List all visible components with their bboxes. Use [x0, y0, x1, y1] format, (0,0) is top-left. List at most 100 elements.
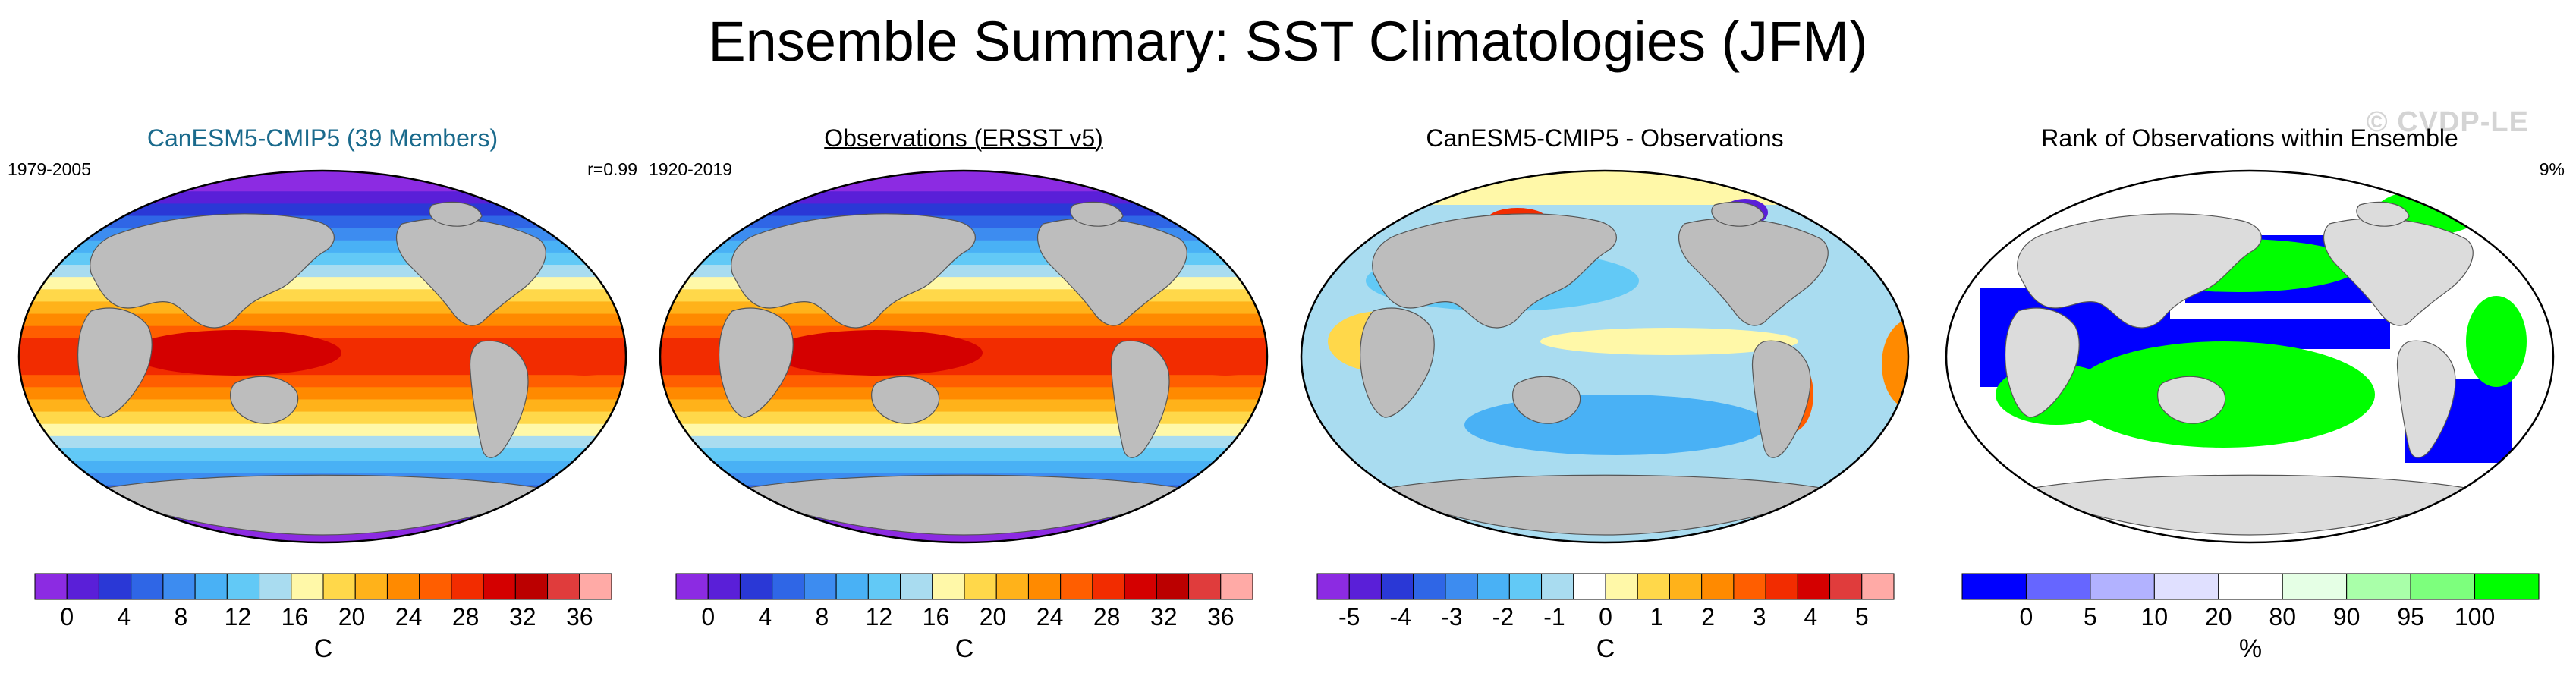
high-rank-region [2466, 296, 2527, 387]
colorbar-swatch [1316, 573, 1350, 600]
warm-bias [1540, 328, 1798, 355]
colorbar-swatch [1637, 573, 1670, 600]
colorbar-tick-label: 32 [1150, 603, 1178, 630]
period-label: 1920-2019 [649, 159, 732, 179]
land-mass [2323, 218, 2474, 326]
colorbar-tick-label: 80 [2269, 603, 2296, 630]
colorbar-tick-label: 0 [1599, 603, 1612, 630]
sst-band [660, 191, 1267, 205]
main-title: Ensemble Summary: SST Climatologies (JFM… [708, 10, 1868, 73]
sst-band [660, 448, 1267, 462]
land-mass [2157, 376, 2226, 424]
colorbar-swatch [835, 573, 869, 600]
colorbar-tick-label: -2 [1492, 603, 1514, 630]
panel-title: Observations (ERSST v5) [824, 124, 1103, 152]
colorbar-swatch [1220, 573, 1253, 600]
colorbar-swatch [514, 573, 549, 600]
colorbar-tick-label: 3 [1753, 603, 1766, 630]
warm-pool [129, 330, 341, 376]
sst-band [660, 435, 1267, 449]
warm-pool [539, 338, 626, 376]
sst-band [19, 203, 626, 217]
sst-band [660, 411, 1267, 425]
colorbar-tick-label: 4 [758, 603, 772, 630]
map-outline [17, 169, 627, 544]
colorbar-swatch [2410, 573, 2476, 600]
colorbar-tick-label: 8 [815, 603, 829, 630]
colorbar-swatch [1605, 573, 1638, 600]
panel-title: Rank of Observations within Ensemble [2041, 124, 2458, 152]
colorbar-tick-label: 90 [2333, 603, 2361, 630]
sst-band [660, 171, 1267, 181]
land-mass [1678, 218, 1829, 326]
sst-band [19, 191, 626, 205]
land-mass [1110, 340, 1170, 458]
colorbar-tick-label: 36 [566, 603, 593, 630]
colorbar-swatch [707, 573, 741, 600]
colorbar-swatch [772, 573, 805, 600]
colorbar-swatch [354, 573, 388, 600]
colorbar-swatch [964, 573, 997, 600]
colorbar-swatch [1477, 573, 1510, 600]
map-outline [1945, 169, 2555, 544]
sst-band [660, 203, 1267, 217]
colorbar-tick-label: 12 [225, 603, 252, 630]
colorbar-swatch [1733, 573, 1766, 600]
colorbar-swatch [2153, 573, 2219, 600]
difference-map [1290, 167, 1920, 546]
colorbar-tick-label: 20 [980, 603, 1007, 630]
sst-map [8, 167, 637, 546]
colorbar-swatch [1797, 573, 1831, 600]
land-mass [90, 213, 335, 329]
colorbar-swatch [1861, 573, 1895, 600]
colorbar-swatch [66, 573, 99, 600]
colorbar-swatch [1156, 573, 1190, 600]
warm-bias [1882, 319, 1908, 410]
sst-band [19, 411, 626, 425]
sst-map [649, 167, 1279, 546]
panel-model-climatology: CanESM5-CMIP5 (39 Members) 1979-2005 r=0… [8, 114, 637, 668]
colorbar-swatch [322, 573, 356, 600]
colorbar-tick-label: 1 [1650, 603, 1664, 630]
colorbar-tick-label: 2 [1701, 603, 1715, 630]
colorbar-swatch [579, 573, 612, 600]
colorbar-swatch [259, 573, 292, 600]
sst-band [660, 423, 1267, 437]
warm-pool [1180, 338, 1267, 376]
land-mass [1512, 376, 1581, 424]
colorbar-swatch [1508, 573, 1543, 600]
colorbar-swatch [34, 573, 68, 600]
colorbar-swatch [2025, 573, 2091, 600]
colorbar-swatch [2218, 573, 2283, 600]
colorbar-tick-label: 5 [1855, 603, 1869, 630]
land-mass [395, 218, 546, 326]
land-mass [731, 213, 976, 329]
land-mass [871, 376, 940, 424]
land-mass [1711, 201, 1765, 227]
colorbar-tick-label: 0 [2020, 603, 2033, 630]
land-mass [2396, 340, 2456, 458]
colorbar-swatch [1445, 573, 1478, 600]
colorbar-swatch [291, 573, 324, 600]
colorbar: 0 4 8 12 16 20 24 28 32 36 C [675, 573, 1253, 665]
colorbar-swatch [995, 573, 1029, 600]
warm-pool [770, 330, 983, 376]
colorbar-tick-label: -5 [1338, 603, 1360, 630]
colorbar: -5 -4 -3 -2 -1 0 1 2 3 4 5 C [1316, 573, 1895, 665]
colorbar-swatch [1765, 573, 1798, 600]
land-mass [1070, 201, 1124, 227]
colorbar-tick-label: 4 [117, 603, 131, 630]
colorbar-swatch [226, 573, 260, 600]
colorbar-unit-label: C [1596, 634, 1615, 663]
map-outline [659, 169, 1269, 544]
panel-title: CanESM5-CMIP5 - Observations [1426, 124, 1784, 152]
land-mass [1360, 307, 1435, 418]
land-mass [738, 474, 1189, 536]
colorbar-tick-label: 32 [509, 603, 536, 630]
colorbar-tick-label: 0 [701, 603, 715, 630]
colorbar-tick-label: 16 [282, 603, 309, 630]
sst-band [19, 461, 626, 474]
colorbar-unit-label: C [314, 634, 333, 663]
land-mass [2024, 474, 2475, 536]
colorbar-swatch [451, 573, 484, 600]
